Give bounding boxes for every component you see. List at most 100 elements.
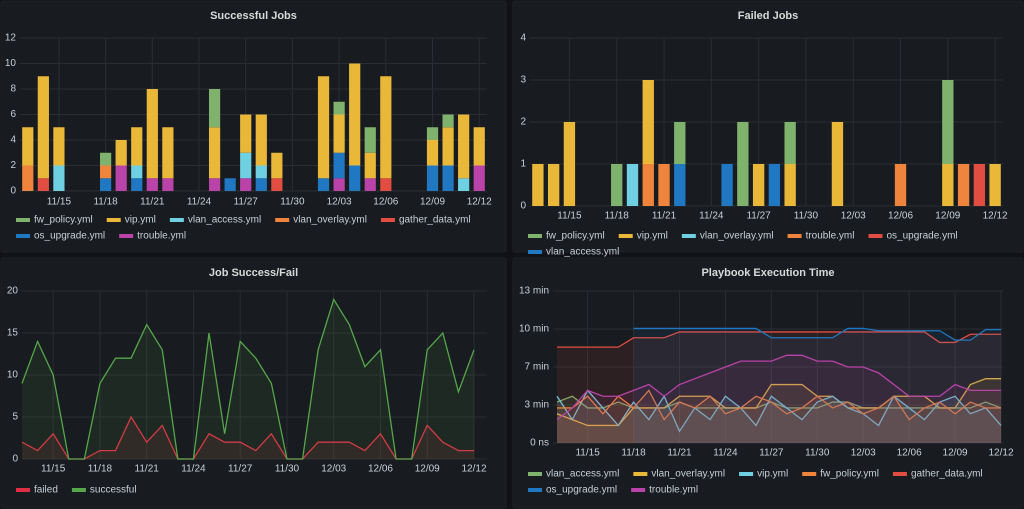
x-tick-label: 12/06 [373, 197, 398, 208]
bar-segment [442, 127, 454, 166]
x-tick-label: 11/21 [667, 448, 692, 459]
legend-swatch [16, 218, 30, 222]
bar-segment [349, 165, 361, 191]
bar-segment [271, 178, 283, 191]
series-line [557, 331, 1001, 348]
x-tick-label: 12/09 [935, 211, 960, 222]
legend-label: vlan_overlay.yml [700, 231, 774, 242]
legend-label: vlan_access.yml [546, 469, 619, 480]
legend-item: trouble.yml [787, 231, 855, 242]
legend-item: vlan_access.yml [169, 215, 261, 226]
y-tick-label: 13 min [519, 286, 549, 297]
x-tick-label: 11/30 [280, 197, 305, 208]
y-tick-label: 3 [520, 75, 526, 86]
legend-item: vip.yml [106, 215, 156, 226]
x-tick-label: 11/30 [794, 211, 819, 222]
panel-title: Successful Jobs [210, 10, 297, 22]
bar-segment [642, 80, 654, 164]
legend-item: vlan_access.yml [528, 469, 619, 480]
bar-segment [473, 127, 485, 166]
area-fill [22, 417, 474, 459]
x-tick-label: 11/24 [713, 448, 738, 459]
legend-swatch [106, 218, 121, 222]
bar-segment [255, 178, 267, 191]
bar-segment [224, 178, 236, 191]
x-tick-label: 11/15 [41, 464, 66, 475]
legend-label: vlan_access.yml [546, 247, 619, 258]
legend-item: vlan_access.yml [528, 247, 619, 258]
y-tick-label: 2 [10, 160, 16, 171]
legend-item: gather_data.yml [380, 215, 471, 226]
x-tick-label: 12/12 [988, 448, 1013, 459]
x-tick-label: 12/03 [851, 448, 876, 459]
bar-segment [973, 164, 986, 206]
x-tick-label: 11/27 [759, 448, 784, 459]
bar-segment [317, 178, 330, 191]
legend-item: os_upgrade.yml [868, 231, 958, 242]
y-tick-label: 12 [5, 33, 17, 44]
y-tick-label: 0 [520, 201, 526, 212]
x-tick-label: 12/09 [943, 448, 968, 459]
bar-segment [240, 178, 252, 191]
bar-segment [380, 76, 392, 179]
legend-label: successful [90, 485, 137, 496]
x-tick-label: 11/18 [621, 448, 646, 459]
bar-segment [642, 164, 654, 206]
bar-segment [626, 164, 639, 206]
bar-segment [349, 63, 361, 166]
legend-swatch [528, 488, 542, 492]
x-tick-label: 12/03 [321, 464, 346, 475]
legend-item: vlan_overlay.yml [633, 469, 725, 480]
bar-segment [563, 122, 576, 206]
bar-segment [208, 178, 221, 191]
bar-segment [53, 127, 65, 166]
bar-segment [532, 164, 544, 206]
panel [512, 257, 1024, 509]
x-tick-label: 11/27 [746, 211, 771, 222]
panel [0, 257, 507, 509]
series-line [633, 327, 1001, 341]
y-tick-label: 15 [7, 328, 19, 339]
bar-segment [547, 164, 560, 206]
bar-segment [100, 178, 112, 191]
bar-segment [784, 122, 796, 164]
legend-label: gather_data.yml [399, 215, 471, 226]
legend-item: successful [71, 485, 137, 496]
legend-label: vlan_overlay.yml [651, 469, 725, 480]
legend-swatch [868, 234, 883, 238]
x-tick-label: 12/12 [461, 464, 486, 475]
legend-label: vip.yml [125, 215, 156, 226]
bar-segment [333, 114, 345, 153]
bar-segment [426, 140, 439, 166]
legend-label: os_upgrade.yml [34, 231, 105, 242]
bar-segment [364, 152, 376, 179]
legend-swatch [631, 488, 646, 492]
bar-segment [458, 114, 470, 179]
bar-segment [333, 152, 345, 179]
legend-swatch [528, 250, 542, 254]
bar-segment [674, 122, 686, 164]
bar-segment [131, 127, 143, 166]
legend-item: vip.yml [618, 231, 668, 242]
bar-segment [989, 164, 1001, 206]
series-line [556, 354, 1001, 421]
legend-item: os_upgrade.yml [16, 231, 105, 242]
legend-item: fw_policy.yml [802, 469, 879, 480]
area-fill [557, 378, 1001, 443]
bar-segment [100, 152, 112, 166]
area-fill [557, 390, 1001, 443]
bar-segment [162, 127, 174, 179]
legend-item: fw_policy.yml [528, 231, 605, 242]
bar-segment [442, 114, 454, 128]
bar-segment [831, 122, 844, 206]
legend-label: trouble.yml [806, 231, 855, 242]
legend-swatch [633, 472, 648, 476]
bar-segment [942, 164, 954, 206]
x-tick-label: 11/15 [47, 197, 72, 208]
legend-item: failed [16, 485, 58, 496]
legend-label: vlan_access.yml [188, 215, 261, 226]
bar-segment [674, 164, 686, 206]
area-fill [557, 331, 1001, 443]
bar-segment [658, 164, 670, 206]
